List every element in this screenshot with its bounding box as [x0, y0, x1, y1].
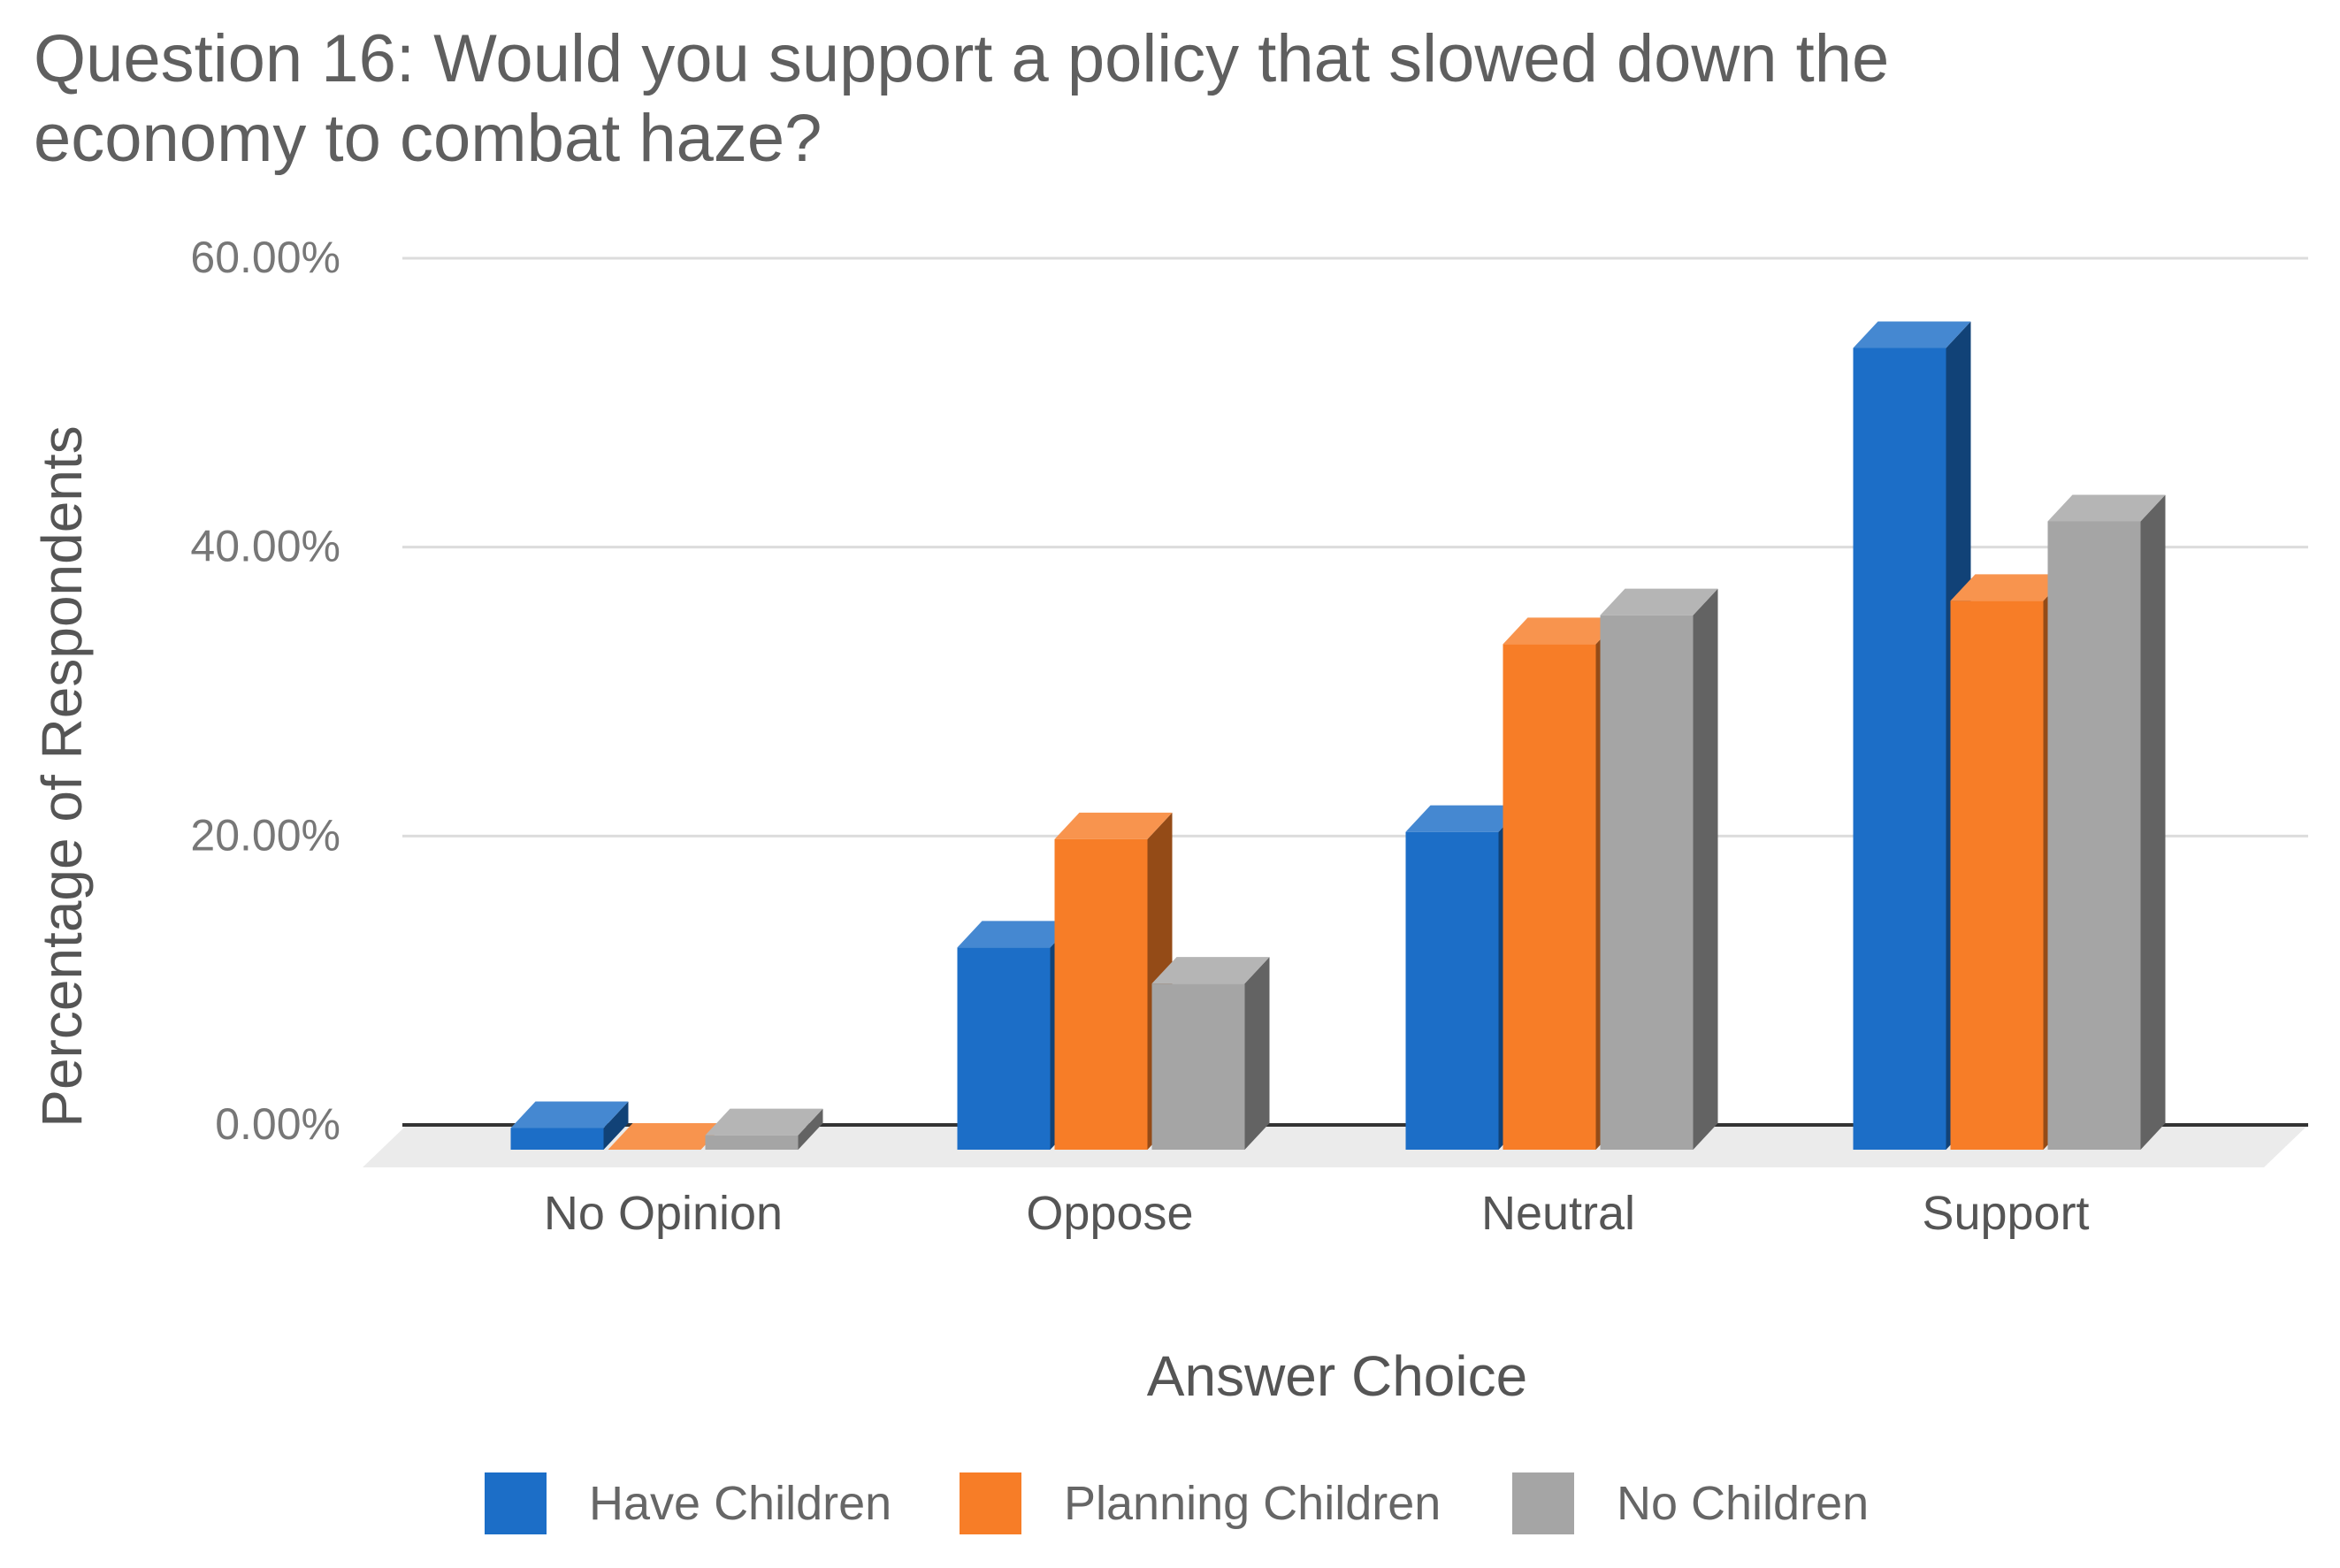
bar-front: [1853, 348, 1946, 1150]
legend-item-planning-children: Planning Children: [960, 1472, 1441, 1534]
bar-no-opinion-planning-children: [608, 1123, 726, 1150]
y-tick-label: 0.00%: [215, 1099, 340, 1149]
bar-side: [1693, 588, 1718, 1150]
x-category-label: No Opinion: [544, 1187, 783, 1240]
x-category-label: Neutral: [1481, 1187, 1635, 1240]
bar-top: [510, 1101, 629, 1128]
legend-label: No Children: [1617, 1477, 1869, 1530]
bar-top: [1503, 617, 1621, 645]
bar-front: [1600, 615, 1694, 1150]
bar-front: [1503, 644, 1596, 1150]
y-tick-label: 40.00%: [190, 522, 340, 571]
x-axis-title: Answer Choice: [1147, 1344, 1527, 1408]
bar-oppose-no-children: [1151, 957, 1270, 1150]
bar-front: [1151, 983, 1245, 1150]
bar-top: [705, 1108, 823, 1136]
chart-title-line-1: Question 16: Would you support a policy …: [34, 21, 1889, 96]
bar-side: [2140, 494, 2166, 1150]
bar-neutral-no-children: [1600, 588, 1718, 1150]
bar-top: [1405, 805, 1524, 832]
legend-item-have-children: Have Children: [485, 1472, 891, 1534]
legend-swatch: [960, 1472, 1021, 1534]
legend: Have Children Planning Children No Childre…: [485, 1472, 1869, 1534]
legend-item-no-children: No Children: [1512, 1472, 1869, 1534]
bar-support-no-children: [2047, 494, 2166, 1150]
bar-side: [603, 1101, 629, 1150]
x-category-labels: No Opinion Oppose Neutral Support: [544, 1187, 2090, 1240]
bar-no-opinion-no-children: [705, 1108, 823, 1150]
x-category-label: Support: [1922, 1187, 2089, 1240]
bars: [510, 321, 2166, 1150]
legend-label: Planning Children: [1064, 1477, 1441, 1530]
bar-front: [1950, 600, 2044, 1150]
bar-front: [1054, 838, 1148, 1150]
bar-no-opinion-have-children: [510, 1101, 629, 1150]
y-axis-title: Percentage of Respondents: [30, 425, 94, 1127]
bar-top: [1600, 588, 1718, 616]
bar-front: [705, 1135, 799, 1150]
bar-top: [1151, 957, 1270, 984]
bar-front: [1405, 831, 1499, 1150]
legend-swatch: [485, 1472, 547, 1534]
bar-top: [608, 1123, 726, 1150]
bar-side: [1244, 957, 1270, 1150]
x-category-label: Oppose: [1026, 1187, 1193, 1240]
y-tick-label: 60.00%: [190, 233, 340, 282]
y-tick-label: 20.00%: [190, 810, 340, 860]
bar-front: [2047, 521, 2141, 1150]
legend-swatch: [1512, 1472, 1574, 1534]
bar-side: [798, 1108, 823, 1150]
legend-label: Have Children: [589, 1477, 891, 1530]
chart-title-line-2: economy to combat haze?: [34, 101, 822, 176]
bar-top: [1950, 574, 2069, 601]
bar-front: [957, 947, 1051, 1150]
bar-top: [1054, 812, 1173, 839]
bar-top: [2047, 494, 2166, 522]
bar-top: [1853, 321, 1971, 348]
bar-top: [957, 921, 1075, 948]
y-tick-labels: 0.00% 20.00% 40.00% 60.00%: [190, 233, 340, 1149]
bar-front: [510, 1128, 604, 1150]
chart-floor: [363, 1125, 2308, 1167]
